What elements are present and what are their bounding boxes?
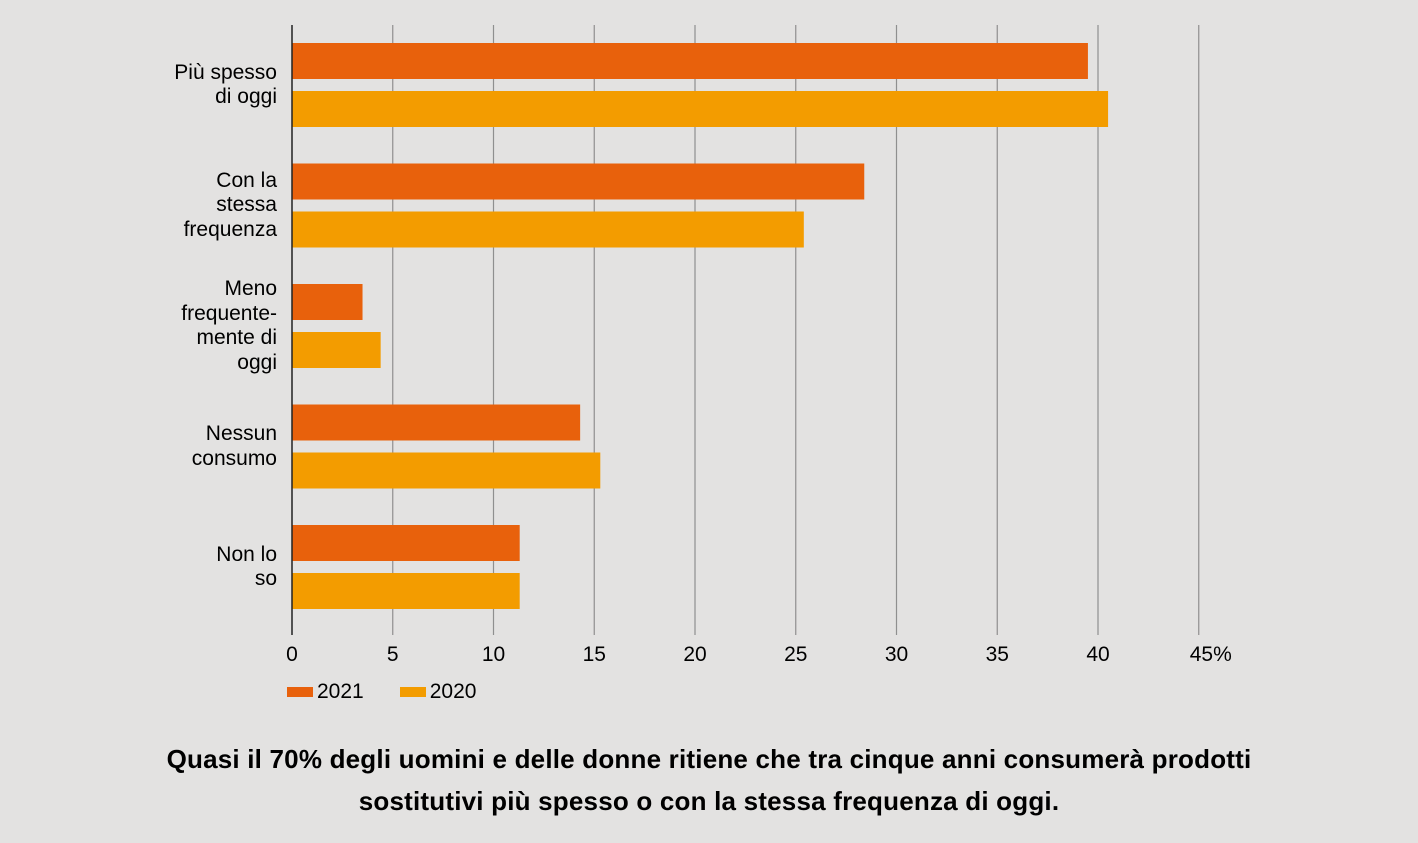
bar-2021-3 xyxy=(292,404,581,441)
x-tick-label: 40 xyxy=(1086,643,1110,666)
bar-2021-1 xyxy=(292,163,865,200)
x-tick-label: 5 xyxy=(386,643,399,666)
category-label: Con la stessa frequenza xyxy=(183,168,277,241)
legend: 2021 2020 xyxy=(287,678,512,706)
legend-label: 2021 xyxy=(317,680,364,703)
legend-swatch xyxy=(287,687,313,697)
x-tick-label: 0 xyxy=(286,643,298,666)
legend-item-2021: 2021 xyxy=(287,680,364,704)
bar-2021-2 xyxy=(292,284,363,320)
bar-2021-0 xyxy=(292,43,1088,79)
chart-caption: Quasi il 70% degli uomini e delle donne … xyxy=(166,744,1252,816)
legend-item-2020: 2020 xyxy=(399,680,477,704)
bar-2020-4 xyxy=(292,573,520,609)
bar-2020-2 xyxy=(292,332,381,368)
bar-2020-3 xyxy=(292,452,601,489)
bar-2020-0 xyxy=(292,91,1109,127)
legend-swatch xyxy=(399,687,426,697)
x-tick-label: 10 xyxy=(481,643,506,666)
category-label: Non lo so xyxy=(216,542,277,591)
x-tick-label: 25 xyxy=(784,643,808,666)
bar-2020-1 xyxy=(292,211,804,248)
category-label: Nessun consumo xyxy=(191,422,277,470)
legend-label: 2020 xyxy=(429,680,477,703)
x-tick-label: 35 xyxy=(985,643,1009,666)
category-label: Meno frequente- mente di oggi xyxy=(181,277,277,374)
x-tick-label: 30 xyxy=(884,643,909,666)
x-tick-label: 20 xyxy=(683,643,707,666)
x-tick-label: 45% xyxy=(1189,643,1232,666)
x-tick-label: 15 xyxy=(582,643,606,666)
category-label: Più spesso di oggi xyxy=(174,60,277,109)
bar-2021-4 xyxy=(292,525,520,561)
